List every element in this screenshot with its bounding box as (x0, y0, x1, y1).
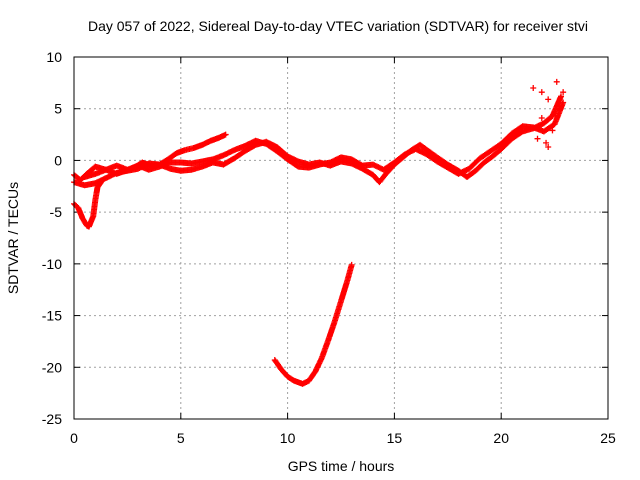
chart-title: Day 057 of 2022, Sidereal Day-to-day VTE… (88, 18, 588, 34)
series-gap-curve (271, 261, 355, 387)
grid-lines (74, 57, 608, 419)
series-track-d (530, 78, 567, 150)
y-axis-label: SDTVAR / TECUs (5, 182, 21, 294)
y-tick-label: -20 (42, 359, 62, 375)
x-tick-label: 20 (493, 430, 509, 446)
x-tick-label: 0 (70, 430, 78, 446)
x-tick-label: 10 (280, 430, 296, 446)
x-tick-label: 15 (387, 430, 403, 446)
plot-frame (73, 56, 609, 420)
x-axis-label: GPS time / hours (288, 458, 395, 474)
series-track-c (81, 99, 567, 180)
data-points (71, 78, 567, 387)
y-tick-label: 10 (46, 49, 62, 65)
x-tick-label: 5 (177, 430, 185, 446)
x-tick-label: 25 (600, 430, 616, 446)
y-tick-label: 5 (54, 101, 62, 117)
y-tick-label: -15 (42, 308, 62, 324)
axis-ticks: 0 5 10 15 20 25 -25 -20 -15 -10 -5 0 5 10 (42, 49, 616, 446)
y-tick-label: -10 (42, 256, 62, 272)
y-tick-label: -5 (50, 204, 63, 220)
y-tick-label: 0 (54, 152, 62, 168)
y-tick-label: -25 (42, 411, 62, 427)
